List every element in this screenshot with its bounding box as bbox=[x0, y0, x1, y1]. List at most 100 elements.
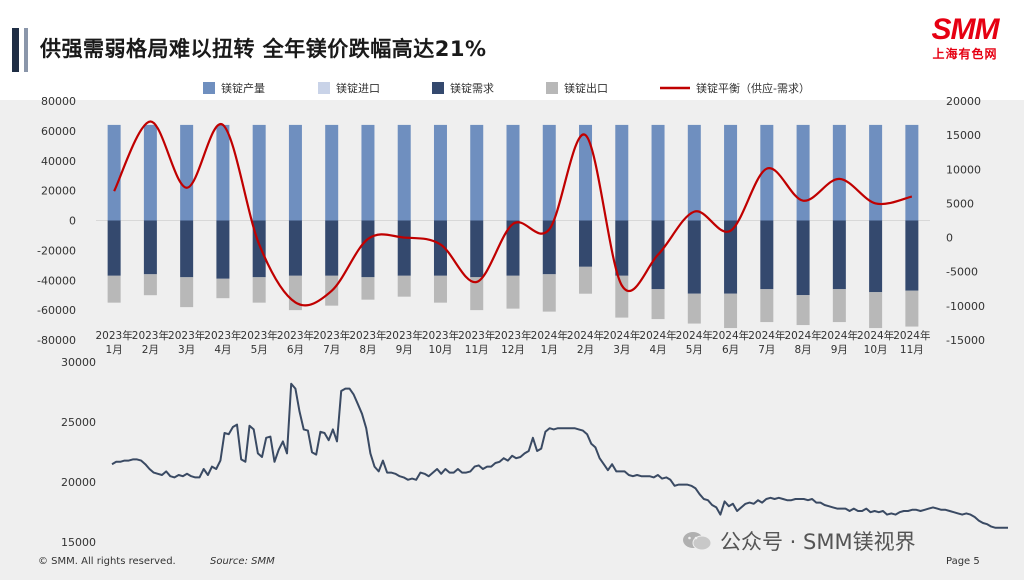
x-tick-month: 8月 bbox=[359, 344, 376, 356]
legend-swatch bbox=[318, 82, 330, 94]
x-tick-month: 1月 bbox=[106, 344, 123, 356]
x-tick-month: 7月 bbox=[758, 344, 775, 356]
y-right-tick: 15000 bbox=[946, 129, 981, 142]
bar-export bbox=[288, 275, 302, 311]
y-left-tick: 60000 bbox=[41, 125, 76, 138]
price-chart: 30000 25000 20000 15000 bbox=[61, 356, 1008, 549]
bar-production bbox=[252, 124, 266, 221]
bar-production bbox=[288, 124, 302, 221]
x-tick-year: 2023年 bbox=[458, 329, 495, 342]
x-tick-month: 7月 bbox=[323, 344, 340, 356]
x-tick-year: 2023年 bbox=[204, 329, 241, 342]
x-tick-year: 2023年 bbox=[313, 329, 350, 342]
bar-production bbox=[325, 124, 339, 221]
x-tick-month: 11月 bbox=[465, 344, 489, 356]
bar-demand bbox=[180, 220, 194, 278]
bar-export bbox=[252, 277, 266, 303]
title-bar: 供强需弱格局难以扭转 全年镁价跌幅高达21% SMM 上海有色网 bbox=[0, 0, 1024, 72]
x-tick-year: 2024年 bbox=[821, 329, 858, 342]
x-tick-year: 2023年 bbox=[168, 329, 205, 342]
legend-label: 镁锭产量 bbox=[221, 81, 265, 95]
bar-export bbox=[905, 290, 919, 327]
bar-export bbox=[760, 289, 774, 323]
bar-production bbox=[905, 124, 919, 221]
bar-demand bbox=[832, 220, 846, 290]
bar-demand bbox=[579, 220, 593, 267]
y-left-tick: 0 bbox=[69, 215, 76, 228]
bar-demand bbox=[905, 220, 919, 291]
x-tick-year: 2023年 bbox=[494, 329, 531, 342]
legend-swatch bbox=[546, 82, 558, 94]
x-tick-month: 5月 bbox=[251, 344, 268, 356]
x-tick-month: 6月 bbox=[287, 344, 304, 356]
chart-legend: 镁锭产量 镁锭进口 镁锭需求 镁锭出口 镁锭平衡（供应-需求） bbox=[203, 81, 810, 95]
x-tick-year: 2024年 bbox=[712, 329, 749, 342]
bar-production bbox=[869, 124, 883, 221]
bar-production bbox=[687, 124, 701, 221]
page-number: Page 5 bbox=[946, 556, 980, 567]
x-tick-month: 10月 bbox=[429, 344, 453, 356]
y-right-tick: 10000 bbox=[946, 163, 981, 176]
y-left-tick: -40000 bbox=[37, 274, 76, 287]
bar-demand bbox=[325, 220, 339, 276]
x-tick-month: 11月 bbox=[900, 344, 924, 356]
bar-export bbox=[651, 289, 665, 320]
bar-demand bbox=[397, 220, 411, 276]
wechat-icon bbox=[682, 530, 712, 552]
price-line bbox=[111, 382, 1008, 529]
bar-production bbox=[579, 124, 593, 221]
bar-demand bbox=[433, 220, 447, 276]
y-right-tick: -10000 bbox=[946, 300, 985, 313]
x-tick-year: 2024年 bbox=[784, 329, 821, 342]
y-left-tick: -20000 bbox=[37, 244, 76, 257]
x-tick-month: 9月 bbox=[831, 344, 848, 356]
bar-export bbox=[180, 277, 194, 308]
y-right-tick: 5000 bbox=[946, 197, 974, 210]
wechat-account-label: 公众号 · SMM镁视界 bbox=[720, 530, 916, 554]
x-tick-month: 2月 bbox=[142, 344, 159, 356]
y-left-tick: 80000 bbox=[41, 95, 76, 108]
supply-demand-chart: 80000 60000 40000 20000 0 -20000 -40000 -60000 -… bbox=[37, 95, 985, 356]
legend-label: 镁锭进口 bbox=[336, 81, 380, 95]
copyright-text: © SMM. All rights reserved. bbox=[38, 556, 176, 567]
bar-demand bbox=[470, 220, 484, 278]
bar-production bbox=[724, 124, 738, 221]
bar-export bbox=[542, 274, 556, 312]
x-tick-month: 6月 bbox=[722, 344, 739, 356]
price-y-tick: 25000 bbox=[61, 416, 96, 429]
bar-production bbox=[180, 124, 194, 221]
x-tick-year: 2024年 bbox=[748, 329, 785, 342]
bar-export bbox=[687, 293, 701, 324]
price-y-tick: 30000 bbox=[61, 356, 96, 369]
bar-export bbox=[143, 274, 157, 296]
x-tick-month: 2月 bbox=[577, 344, 594, 356]
x-tick-year: 2023年 bbox=[277, 329, 314, 342]
x-tick-month: 4月 bbox=[214, 344, 231, 356]
bar-demand bbox=[143, 220, 157, 275]
bar-demand bbox=[724, 220, 738, 294]
legend-label: 镁锭需求 bbox=[450, 81, 494, 95]
x-tick-month: 9月 bbox=[396, 344, 413, 356]
bar-export bbox=[869, 292, 883, 329]
bar-demand bbox=[760, 220, 774, 290]
x-tick-month: 12月 bbox=[501, 344, 525, 356]
bar-production bbox=[470, 124, 484, 221]
bar-export bbox=[470, 277, 484, 311]
bar-export bbox=[107, 275, 121, 303]
bar-export bbox=[724, 293, 738, 329]
x-tick-year: 2023年 bbox=[386, 329, 423, 342]
x-tick-year: 2024年 bbox=[857, 329, 894, 342]
bar-production bbox=[361, 124, 375, 221]
bar-production bbox=[143, 124, 157, 221]
x-tick-year: 2024年 bbox=[893, 329, 930, 342]
bar-demand bbox=[288, 220, 302, 276]
x-tick-year: 2023年 bbox=[132, 329, 169, 342]
x-tick-year: 2024年 bbox=[676, 329, 713, 342]
x-tick-month: 3月 bbox=[178, 344, 195, 356]
bar-production bbox=[760, 124, 774, 221]
bar-production bbox=[651, 124, 665, 221]
x-tick-month: 10月 bbox=[864, 344, 888, 356]
y-right-tick: -5000 bbox=[946, 266, 978, 279]
bar-export bbox=[361, 277, 375, 300]
